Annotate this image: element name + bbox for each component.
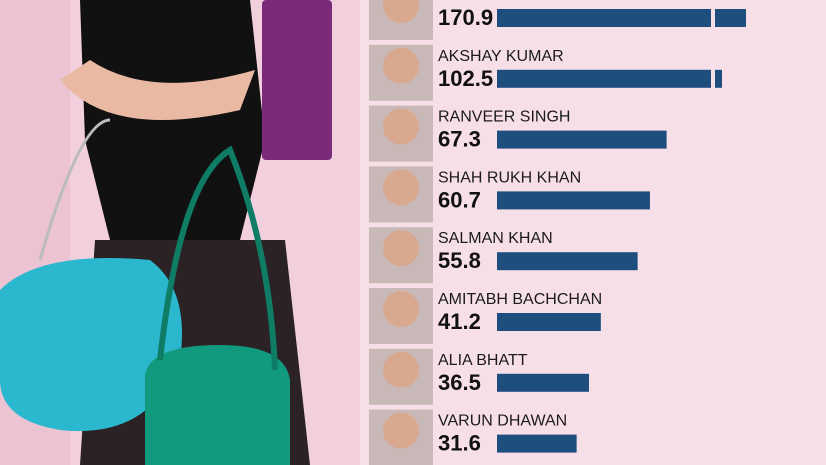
bar-broken-segment bbox=[715, 69, 722, 88]
face-icon bbox=[383, 47, 419, 84]
value-label: 31.6 bbox=[438, 431, 481, 456]
category-label: RANVEER SINGH bbox=[438, 109, 570, 126]
bar bbox=[497, 69, 711, 88]
value-label: 55.8 bbox=[438, 248, 481, 273]
bar-broken-segment bbox=[715, 9, 746, 27]
bar bbox=[497, 9, 711, 27]
face-icon bbox=[383, 108, 419, 145]
bar bbox=[497, 130, 667, 149]
bar bbox=[497, 252, 638, 271]
green-bag bbox=[145, 345, 290, 465]
category-label: VARUN DHAWAN bbox=[438, 413, 567, 430]
value-label: 60.7 bbox=[438, 187, 481, 212]
bar bbox=[497, 434, 577, 453]
category-label: AMITABH BACHCHAN bbox=[438, 291, 602, 308]
arms bbox=[60, 60, 255, 120]
value-label: 41.2 bbox=[438, 309, 481, 334]
face-icon bbox=[383, 351, 419, 388]
purple-clutch bbox=[262, 0, 332, 160]
face-icon bbox=[383, 412, 419, 449]
face-icon bbox=[383, 291, 419, 327]
bar-row: 170.9 bbox=[369, 0, 746, 40]
black-top bbox=[80, 0, 265, 240]
value-label: 102.5 bbox=[438, 66, 493, 91]
model-with-handbags-photo bbox=[0, 0, 360, 465]
value-label: 170.9 bbox=[438, 5, 493, 30]
category-label: AKSHAY KUMAR bbox=[438, 48, 564, 65]
category-label: ALIA BHATT bbox=[438, 352, 528, 369]
category-label: SHAH RUKH KHAN bbox=[438, 169, 581, 186]
bar bbox=[497, 313, 601, 331]
face-icon bbox=[383, 169, 419, 206]
face-icon bbox=[383, 230, 419, 267]
category-label: SALMAN KHAN bbox=[438, 230, 553, 247]
bar bbox=[497, 373, 589, 392]
bar bbox=[497, 191, 650, 210]
value-label: 36.5 bbox=[438, 370, 481, 395]
value-label: 67.3 bbox=[438, 127, 481, 152]
face-icon bbox=[383, 0, 419, 23]
turquoise-bag bbox=[0, 258, 182, 432]
